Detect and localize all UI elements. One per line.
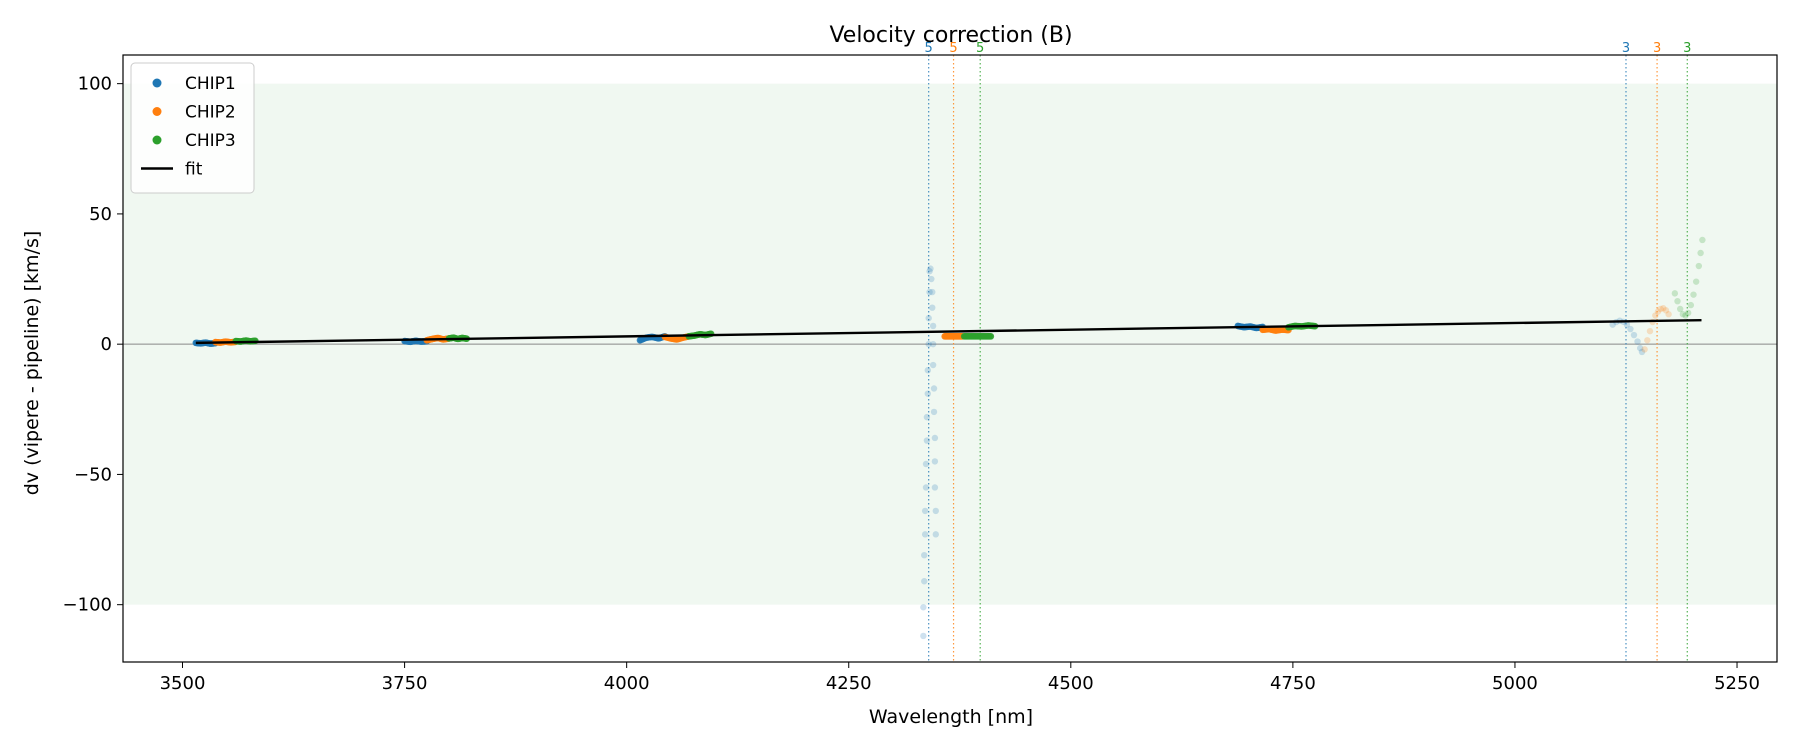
faded-point-chip1-12	[924, 367, 931, 374]
faded-point-chip1-20	[929, 304, 936, 311]
faded-point-chip1-36	[1627, 325, 1634, 333]
order-marker-label-3: 5	[976, 41, 984, 56]
faded-point-chip1-22	[929, 340, 937, 348]
faded-point-chip1-6	[921, 507, 929, 515]
x-axis-label: Wavelength [nm]	[869, 706, 1033, 728]
faded-point-chip1-28	[931, 484, 939, 491]
faded-point-chip1-3	[921, 578, 928, 585]
x-tick-label-1: 3500	[160, 673, 206, 694]
faded-point-chip1-17	[927, 265, 934, 272]
faded-point-chip1-39	[1637, 344, 1644, 352]
faded-point-chip1-14	[925, 314, 932, 322]
faded-point-chip1-1	[920, 632, 927, 640]
faded-point-chip3-1	[1671, 290, 1679, 297]
faded-point-chip3-6	[1684, 309, 1692, 317]
y-tick-label-5: −100	[63, 595, 112, 616]
y-tick-label-4: −50	[74, 464, 112, 485]
y-tick-label-1: 100	[78, 74, 112, 95]
faded-point-chip1-24	[930, 385, 938, 392]
faded-point-chip3-5	[1682, 312, 1689, 319]
faded-point-chip2-3	[1646, 327, 1654, 335]
chart-title: Velocity correction (B)	[829, 23, 1072, 48]
faded-point-chip1-4	[921, 551, 928, 559]
faded-point-chip1-40	[1638, 348, 1646, 356]
faded-point-chip3-9	[1692, 278, 1700, 285]
faded-point-chip2-10	[1665, 311, 1672, 318]
x-tick-label-3: 4000	[604, 673, 650, 694]
faded-point-chip3-10	[1695, 262, 1703, 270]
faded-point-chip1-2	[920, 604, 927, 611]
faded-point-chip1-38	[1634, 338, 1641, 345]
faded-point-chip1-9	[923, 437, 931, 444]
order-marker-label-2: 5	[949, 41, 957, 56]
faded-point-chip3-11	[1697, 249, 1704, 257]
faded-point-chip3-12	[1699, 236, 1706, 244]
faded-point-chip1-16	[926, 268, 933, 275]
faded-point-chip2-6	[1654, 308, 1662, 315]
legend-swatch-chip2	[152, 107, 162, 116]
plot-area: 5 5 5 3 3 3 3500 3750 4000 4250 4500 4750 5000 5250 10…	[63, 41, 1778, 694]
plot-frame	[122, 54, 1778, 663]
faded-point-chip1-19	[929, 288, 936, 296]
data-point-chip3-96	[987, 333, 995, 340]
faded-point-chip2-7	[1657, 305, 1664, 313]
legend-label-chip1: CHIP1	[185, 74, 236, 94]
faded-point-chip1-31	[1609, 321, 1616, 328]
y-tick-label-2: 50	[89, 204, 112, 225]
faded-point-chip1-35	[1623, 321, 1631, 328]
faded-point-chip1-5	[921, 531, 929, 538]
faded-point-chip3-8	[1690, 291, 1697, 298]
faded-point-chip2-2	[1644, 337, 1651, 344]
legend-label-fit: fit	[185, 160, 203, 180]
faded-point-chip1-15	[926, 288, 933, 296]
faded-point-chip1-27	[931, 458, 939, 465]
faded-point-chip2-5	[1652, 312, 1659, 319]
fit-line	[195, 319, 1702, 345]
faded-point-chip3-3	[1676, 305, 1684, 313]
faded-point-chip1-13	[925, 340, 932, 348]
faded-point-chip1-10	[923, 413, 931, 421]
faded-point-chip1-23	[929, 361, 937, 369]
faded-point-chip1-8	[922, 460, 930, 468]
faded-point-chip1-30	[932, 531, 939, 538]
x-tick-label-7: 5000	[1492, 673, 1538, 694]
faded-point-chip1-7	[922, 484, 930, 491]
order-marker-label-1: 5	[925, 41, 933, 56]
faded-point-chip1-11	[924, 390, 931, 397]
faded-point-chip3-2	[1674, 297, 1681, 305]
faded-point-chip2-9	[1662, 307, 1670, 314]
faded-point-chip1-25	[930, 408, 938, 416]
legend-swatch-chip3	[152, 135, 162, 145]
faded-point-chip1-21	[929, 322, 937, 330]
legend: CHIP1 CHIP2 CHIP3 fit	[130, 62, 255, 194]
order-marker-label-6: 3	[1683, 41, 1691, 56]
x-tick-label-2: 3750	[382, 673, 428, 694]
faded-point-chip1-37	[1630, 331, 1638, 339]
y-tick-label-3: 0	[101, 334, 112, 355]
legend-swatch-chip1	[152, 78, 162, 88]
faded-point-chip1-18	[928, 275, 935, 283]
faded-point-chip2-1	[1641, 346, 1648, 353]
faded-point-chip1-29	[932, 507, 939, 515]
x-tick-label-5: 4500	[1048, 673, 1094, 694]
faded-point-chip3-4	[1679, 311, 1687, 318]
y-axis-label: dv (vipere - pipeline) [km/s]	[21, 231, 43, 496]
plot-content	[192, 55, 1706, 662]
x-tick-label-4: 4250	[826, 673, 872, 694]
legend-box	[130, 62, 255, 194]
faded-point-chip2-8	[1660, 305, 1667, 312]
order-marker-label-5: 3	[1653, 41, 1661, 56]
legend-label-chip2: CHIP2	[185, 103, 236, 123]
x-tick-label-6: 4750	[1270, 673, 1316, 694]
x-tick-label-8: 5250	[1714, 673, 1760, 694]
legend-label-chip3: CHIP3	[185, 131, 236, 151]
order-marker-label-4: 3	[1622, 41, 1630, 56]
faded-point-chip3-7	[1687, 301, 1695, 309]
faded-point-chip1-26	[931, 434, 939, 442]
